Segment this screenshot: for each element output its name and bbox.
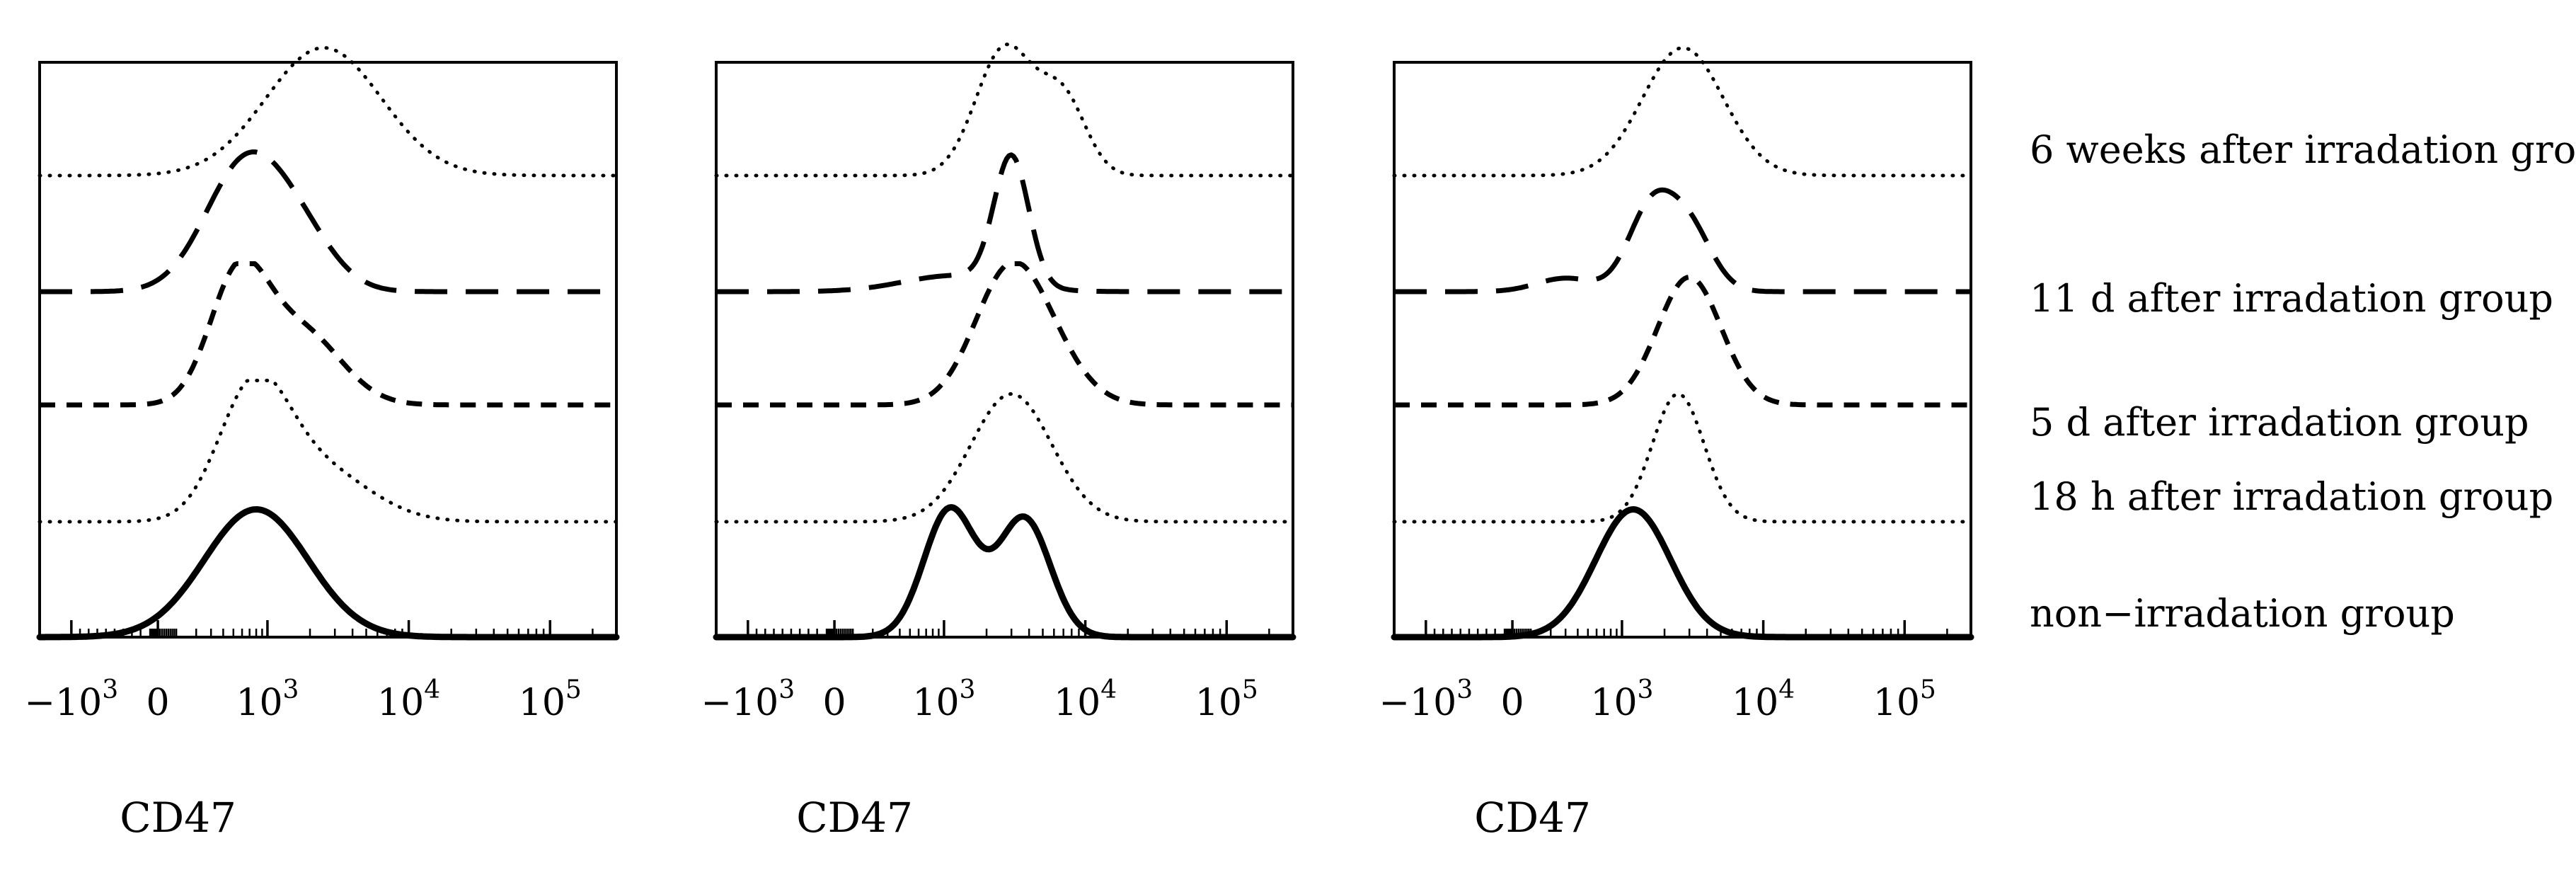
legend: non−irradation group 18 h after irradatio… — [2030, 127, 2576, 636]
histogram-curve-dotted — [1392, 392, 1973, 524]
histogram-curve-dotted — [714, 42, 1295, 178]
histogram-curve-long-dash — [715, 152, 1294, 294]
histogram-curve-dotted — [1392, 46, 1973, 178]
histogram-curve-dotted — [38, 379, 619, 524]
tick-base: 0 — [823, 682, 846, 724]
histogram-curve-short-dash — [715, 261, 1294, 408]
tick-base: 0 — [146, 682, 170, 724]
legend-entry: 11 d after irradation group — [2030, 276, 2553, 321]
x-tick-label: 104 — [1054, 675, 1117, 724]
tick-exponent: 3 — [102, 675, 118, 704]
tick-base: 10 — [377, 682, 424, 724]
tick-exponent: 4 — [424, 675, 440, 704]
histogram-curve-solid — [1391, 506, 1974, 641]
tick-exponent: 3 — [960, 675, 976, 704]
tick-exponent: 3 — [283, 675, 299, 704]
plot-frame — [38, 61, 618, 639]
plot-frame — [1393, 61, 1972, 639]
tick-exponent: 5 — [1920, 675, 1936, 704]
tick-base: −10 — [1379, 682, 1456, 724]
x-axis-label: CD47 — [120, 794, 236, 842]
tick-base: 0 — [1501, 682, 1524, 724]
x-tick-label: 103 — [236, 675, 299, 724]
tick-base: 10 — [1873, 682, 1920, 724]
histogram-curve-long-dash — [39, 149, 617, 294]
x-tick-label: 103 — [1590, 675, 1653, 724]
legend-entry: non−irradation group — [2030, 591, 2455, 636]
legend-entry: 18 h after irradation group — [2030, 474, 2553, 519]
tick-base: 10 — [519, 682, 565, 724]
x-tick-label: −103 — [24, 675, 118, 724]
x-tick-label: 104 — [1732, 675, 1795, 724]
histogram-curve-dotted — [714, 392, 1295, 524]
tick-base: 10 — [1732, 682, 1778, 724]
tick-base: 10 — [236, 682, 282, 724]
x-tick-label: 0 — [1501, 682, 1524, 724]
legend-entry: 5 d after irradation group — [2030, 400, 2529, 445]
tick-base: −10 — [24, 682, 102, 724]
tick-base: 10 — [1590, 682, 1637, 724]
tick-exponent: 5 — [565, 675, 582, 704]
tick-base: 10 — [912, 682, 959, 724]
x-tick-label: 103 — [912, 675, 975, 724]
x-tick-label: 105 — [1195, 675, 1258, 724]
x-tick-label: 0 — [146, 682, 170, 724]
histogram-curve-solid — [36, 506, 620, 641]
histogram-curve-solid — [713, 504, 1296, 641]
tick-exponent: 5 — [1242, 675, 1258, 704]
x-tick-label: 104 — [377, 675, 440, 724]
tick-base: 10 — [1195, 682, 1242, 724]
x-tick-label: 105 — [1873, 675, 1936, 724]
legend-entry: 6 weeks after irradation group — [2030, 127, 2576, 172]
x-tick-label: −103 — [1379, 675, 1473, 724]
histogram-curve-short-dash — [39, 261, 617, 408]
x-tick-label: −103 — [701, 675, 795, 724]
x-tick-label: 0 — [823, 682, 846, 724]
x-axis-label: CD47 — [1474, 794, 1591, 842]
x-axis-label: CD47 — [796, 794, 913, 842]
tick-exponent: 3 — [1638, 675, 1654, 704]
tick-base: −10 — [701, 682, 778, 724]
histogram-curve-short-dash — [1393, 275, 1972, 408]
minor-ticks — [79, 629, 594, 637]
tick-exponent: 3 — [1456, 675, 1473, 704]
tick-base: 10 — [1054, 682, 1100, 724]
tick-exponent: 4 — [1778, 675, 1795, 704]
tick-exponent: 3 — [778, 675, 795, 704]
x-tick-label: 105 — [519, 675, 582, 724]
plot-frame — [715, 61, 1294, 639]
histogram-curve-long-dash — [1393, 187, 1972, 294]
histogram-curve-dotted — [38, 46, 619, 178]
tick-exponent: 4 — [1100, 675, 1117, 704]
